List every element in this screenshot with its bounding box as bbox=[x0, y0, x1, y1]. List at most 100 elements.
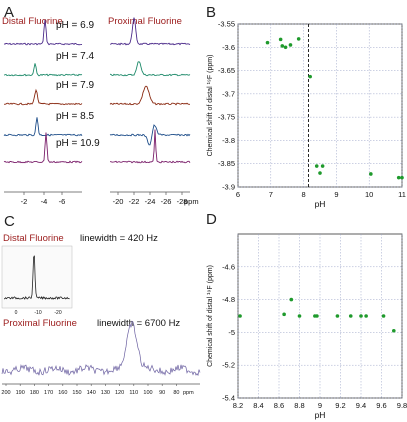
panel-c-tick-label: 130 bbox=[101, 390, 110, 396]
panel-a-left-tick-label: -2 bbox=[21, 197, 28, 206]
data-point bbox=[265, 40, 270, 45]
panel-c-tick-label: 170 bbox=[44, 390, 53, 396]
x-tick-label: 9 bbox=[318, 401, 322, 410]
panel-b-label: B bbox=[206, 4, 216, 21]
plot-area bbox=[237, 23, 403, 188]
panel-c-tick-label: 140 bbox=[87, 390, 96, 396]
panel-c-tick-label: 120 bbox=[115, 390, 124, 396]
panel-c-tick-label: 160 bbox=[58, 390, 67, 396]
panel-c-tick-label: 100 bbox=[143, 390, 152, 396]
data-point bbox=[315, 314, 319, 318]
x-tick-label: 10 bbox=[365, 190, 373, 199]
data-point bbox=[348, 314, 353, 318]
x-tick-label: 8.2 bbox=[233, 401, 243, 410]
y-tick-label: -4.6 bbox=[222, 262, 235, 271]
panel-c-inset-tick-label: -20 bbox=[54, 310, 61, 316]
x-axis-label: pH bbox=[315, 410, 326, 420]
panel-a-ph-label: pH = 6.9 bbox=[56, 20, 95, 31]
data-point bbox=[400, 175, 404, 180]
panel-c-inset-ticks: 0 -10 -20 bbox=[15, 310, 62, 316]
panel-c-tick-label: 200 bbox=[1, 390, 10, 396]
data-point bbox=[289, 297, 294, 302]
panel-a-distal-trace bbox=[3, 132, 83, 164]
data-point bbox=[392, 328, 396, 333]
y-tick-label: -5.2 bbox=[222, 361, 235, 370]
panel-c-distal-linewidth: linewidth = 420 Hz bbox=[80, 233, 158, 244]
data-point bbox=[283, 45, 288, 50]
x-tick-label: 11 bbox=[398, 190, 406, 199]
x-tick-label: 9.8 bbox=[397, 401, 407, 410]
panel-c-label: C bbox=[4, 213, 15, 230]
y-tick-label: -4.8 bbox=[222, 295, 235, 304]
panel-c-tick-label: 150 bbox=[72, 390, 81, 396]
y-tick-label: -3.7 bbox=[222, 89, 235, 98]
panel-a-distal-title: Distal Fluorine bbox=[2, 16, 63, 27]
panel-a-right-tick-label: -22 bbox=[129, 197, 140, 206]
panel-c-tick-label: 180 bbox=[30, 390, 39, 396]
panel-a-ph-label: pH = 10.9 bbox=[56, 138, 100, 149]
panel-a-right-tick-label: -20 bbox=[113, 197, 124, 206]
panel-c-proximal-spectrum bbox=[1, 320, 201, 377]
data-point bbox=[364, 314, 368, 318]
chart-d: 8.2 8.4 8.6 8.8 9 9.2 9.4 9.6 9.8 -4.6 -4.8 -5 -5.2 -… bbox=[207, 233, 407, 420]
chart-b: 6 7 8 9 10 11 -3.55 -3.6 -3.65 -3.7 -3.75 -3.8 -3.85… bbox=[207, 20, 406, 210]
x-tick-label: 8.4 bbox=[253, 401, 263, 410]
data-point bbox=[282, 312, 286, 317]
panel-a-proximal-trace bbox=[109, 129, 191, 164]
panel-c-tick-label: 110 bbox=[129, 390, 138, 396]
panel-c-tick-label: 90 bbox=[159, 390, 165, 396]
data-point bbox=[335, 314, 340, 318]
panel-a-ph-labels: pH = 6.9 pH = 7.4 pH = 7.9 pH = 8.5 pH = 10.… bbox=[56, 20, 100, 149]
y-tick-label: -3.65 bbox=[218, 66, 235, 75]
panel-a: A Distal Fluorine Proximal Fluorine pH =… bbox=[2, 4, 199, 206]
panel-c-proximal-title: Proximal Fluorine bbox=[3, 318, 77, 329]
data-point bbox=[396, 175, 401, 180]
x-tick-label: 8 bbox=[302, 190, 306, 199]
y-tick-label: -5.4 bbox=[222, 394, 235, 403]
data-point bbox=[314, 164, 319, 168]
panel-a-left-tick-label: -4 bbox=[41, 197, 48, 206]
panel-c-distal-title: Distal Fluorine bbox=[3, 233, 64, 244]
x-tick-label: 9.4 bbox=[356, 401, 366, 410]
panel-a-ph-label: pH = 8.5 bbox=[56, 111, 95, 122]
panel-a-right-tick-label: -28 bbox=[177, 197, 188, 206]
panel-a-ph-label: pH = 7.4 bbox=[56, 51, 95, 62]
data-point bbox=[381, 314, 386, 318]
panel-a-unit: ppm bbox=[184, 197, 199, 206]
x-tick-label: 8.6 bbox=[274, 401, 284, 410]
y-axis-label: Chemical shift of distal ¹⁹F (ppm) bbox=[207, 55, 214, 157]
panel-d-label: D bbox=[206, 211, 217, 228]
x-tick-label: 9.2 bbox=[335, 401, 345, 410]
panel-a-label: A bbox=[4, 4, 14, 21]
data-point bbox=[288, 43, 293, 47]
panel-b: B 6 7 8 9 10 11 -3.55 -3.6 -3.65 -3.7 -3.75 -3.8 -3.… bbox=[206, 4, 406, 209]
panel-a-distal-trace bbox=[3, 63, 83, 77]
panel-a-distal-trace bbox=[3, 117, 83, 137]
data-point bbox=[296, 37, 301, 41]
y-tick-label: -3.85 bbox=[218, 159, 235, 168]
panel-a-proximal-trace bbox=[109, 124, 191, 146]
panel-a-proximal-title: Proximal Fluorine bbox=[108, 16, 182, 27]
x-tick-label: 6 bbox=[236, 190, 240, 199]
panel-a-left-tick-label: -6 bbox=[59, 197, 66, 206]
x-tick-label: 9 bbox=[334, 190, 338, 199]
panel-d: D 8.2 8.4 8.6 8.8 9 9.2 9.4 9.6 9.8 -4.6 -4.8 -5 -5.… bbox=[206, 211, 407, 420]
panel-a-proximal-trace bbox=[109, 85, 191, 106]
y-tick-label: -3.8 bbox=[222, 136, 235, 145]
data-point bbox=[297, 314, 302, 318]
y-tick-label: -5 bbox=[228, 328, 235, 337]
data-point bbox=[278, 37, 283, 42]
panel-a-proximal-trace bbox=[109, 61, 191, 77]
panel-c-tick-label: 80 bbox=[173, 390, 179, 396]
panel-c-proximal-linewidth: linewidth = 6700 Hz bbox=[97, 318, 180, 329]
panel-c-tick-label: 190 bbox=[16, 390, 25, 396]
panel-a-ticks: -2 -4 -6 -20 -22 -24 -26 -28 bbox=[21, 192, 188, 206]
y-tick-label: -3.6 bbox=[222, 43, 235, 52]
y-axis-label: Chemical shift of distal ¹⁹F (ppm) bbox=[207, 265, 214, 367]
y-tick-label: -3.75 bbox=[218, 113, 235, 122]
panel-c-unit: ppm bbox=[183, 390, 194, 396]
x-tick-label: 9.6 bbox=[376, 401, 386, 410]
data-point bbox=[238, 314, 242, 318]
panel-c-ticks: 200 190 180 170 160 150 140 130 120 110 100 90 80 bbox=[1, 384, 179, 396]
